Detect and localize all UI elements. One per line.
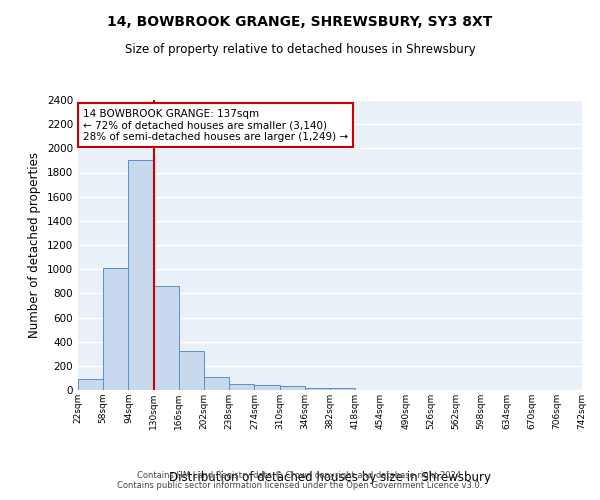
Bar xyxy=(229,384,254,390)
Bar xyxy=(179,352,204,390)
X-axis label: Distribution of detached houses by size in Shrewsbury: Distribution of detached houses by size … xyxy=(169,471,491,484)
Y-axis label: Number of detached properties: Number of detached properties xyxy=(28,152,41,338)
Bar xyxy=(254,384,280,390)
Bar xyxy=(78,379,103,390)
Bar xyxy=(305,388,330,390)
Bar xyxy=(154,286,179,390)
Bar xyxy=(128,160,154,390)
Text: Size of property relative to detached houses in Shrewsbury: Size of property relative to detached ho… xyxy=(125,42,475,56)
Bar xyxy=(103,268,128,390)
Text: Contains HM Land Registry data © Crown copyright and database right 2024.
Contai: Contains HM Land Registry data © Crown c… xyxy=(118,470,482,490)
Bar xyxy=(330,388,355,390)
Bar xyxy=(280,386,305,390)
Text: 14, BOWBROOK GRANGE, SHREWSBURY, SY3 8XT: 14, BOWBROOK GRANGE, SHREWSBURY, SY3 8XT xyxy=(107,15,493,29)
Bar xyxy=(204,376,229,390)
Text: 14 BOWBROOK GRANGE: 137sqm
← 72% of detached houses are smaller (3,140)
28% of s: 14 BOWBROOK GRANGE: 137sqm ← 72% of deta… xyxy=(83,108,348,142)
